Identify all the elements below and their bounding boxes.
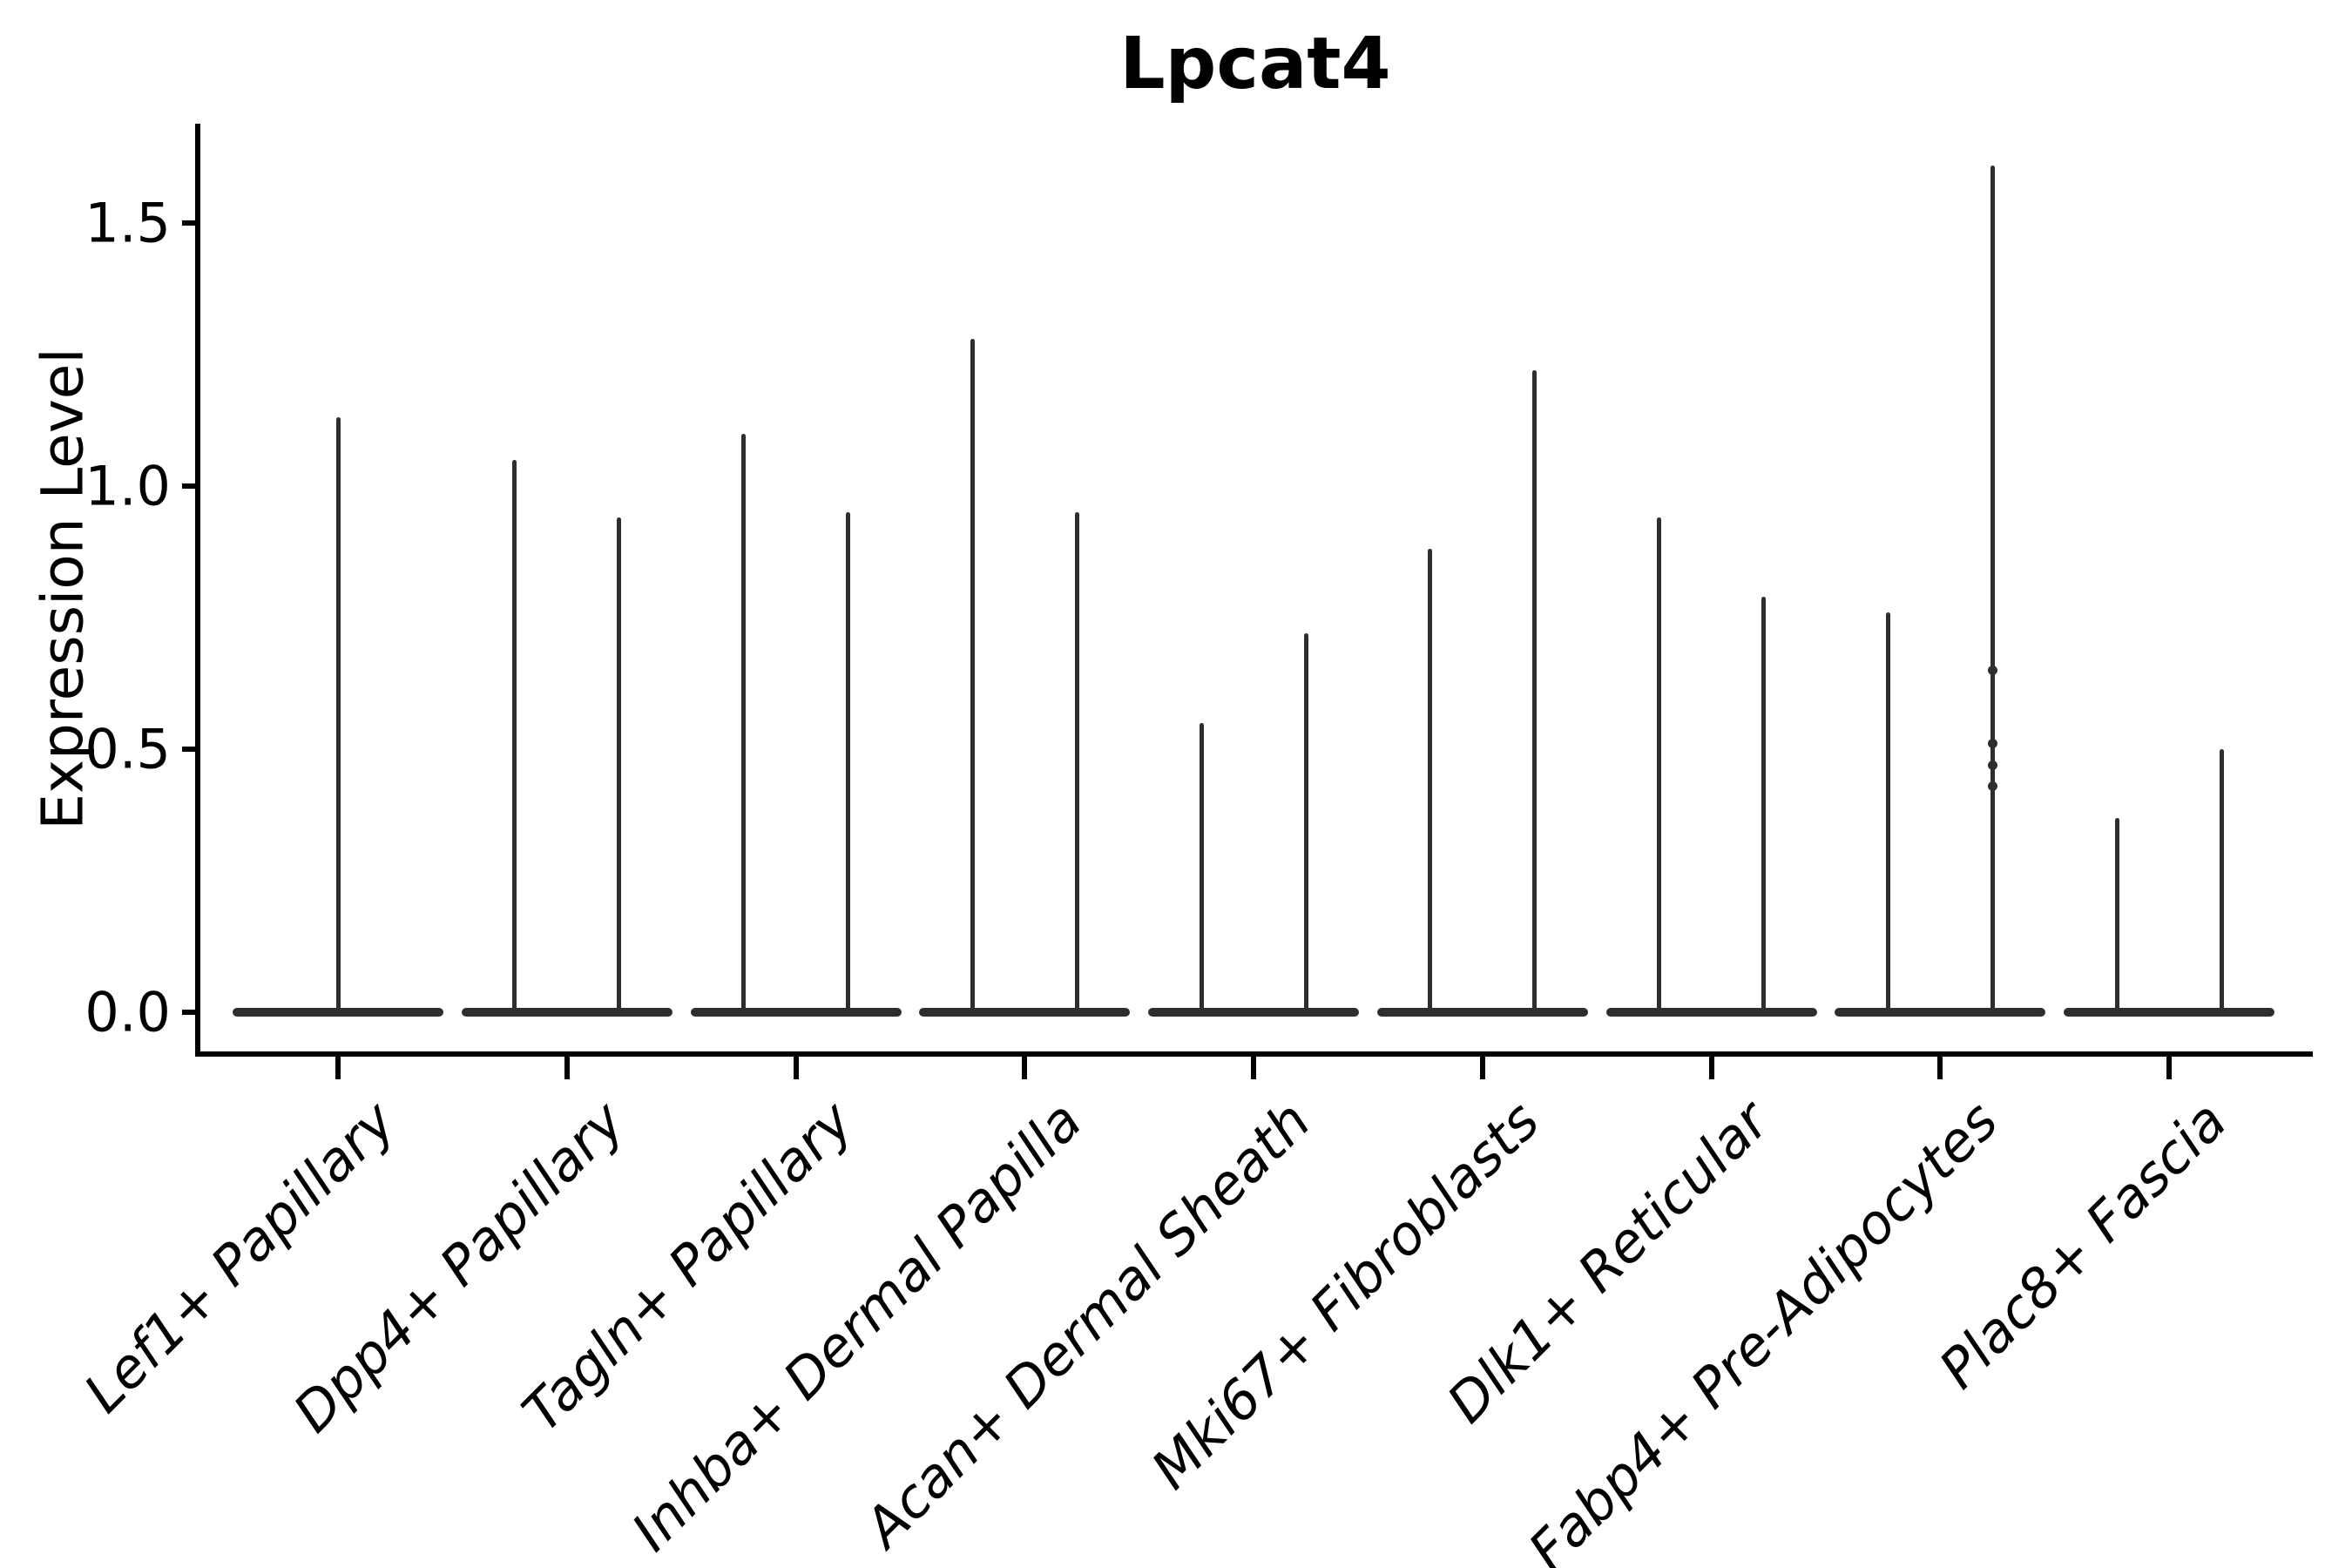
violin-spike [1761,596,1766,1016]
x-tick-mark [564,1057,570,1079]
violin-base [919,1008,1131,1017]
violin-base [2064,1008,2274,1017]
y-tick-label: 1.0 [84,454,171,518]
y-tick-mark [182,483,198,489]
violin-spike [1199,722,1204,1016]
x-tick-label: Mki67+ Fibroblasts [1139,1089,1552,1502]
x-tick-mark [1022,1057,1028,1079]
violin-base [1605,1008,1817,1017]
y-tick-mark [182,1010,198,1015]
x-axis-spine [195,1051,2313,1057]
violin-base [1376,1008,1588,1017]
violin-spike [1657,517,1661,1016]
chart-title: Lpcat4 [1119,23,1391,105]
violin-spike [512,459,517,1016]
y-tick-label: 0.0 [84,980,171,1044]
violin-density-dot [1987,739,1997,749]
violin-spike [1428,549,1433,1016]
x-tick-mark [1708,1057,1714,1079]
violin-spike [846,512,850,1016]
x-tick-mark [1251,1057,1256,1079]
violin-spike [970,338,975,1016]
y-tick-label: 0.5 [84,717,171,781]
violin-density-dot [1987,781,1997,791]
violin-spike [741,433,746,1016]
violin-base [690,1008,902,1017]
violin-spike [335,417,341,1016]
x-tick-mark [2166,1057,2172,1079]
violin-density-dot [1987,665,1997,675]
violin-base [1835,1008,2046,1017]
violin-density-dot [1987,760,1997,770]
violin-base [461,1008,672,1017]
violin-base [1148,1008,1359,1017]
violin-spike [1885,612,1890,1016]
x-tick-mark [793,1057,799,1079]
violin-spike [2114,817,2119,1016]
y-tick-mark [182,747,198,752]
x-tick-label: Inhba+ Dermal Papilla [619,1089,1094,1564]
x-tick-label: Acan+ Dermal Sheath [852,1089,1323,1559]
violin-spike [1532,370,1538,1016]
y-axis-spine [195,124,200,1057]
x-tick-mark [335,1057,341,1079]
x-tick-label: Fabp4+ Pre-Adipocytes [1515,1089,2010,1568]
violin-spike [1303,633,1308,1016]
violin-spike [617,517,622,1016]
violin-spike [1074,512,1079,1016]
x-tick-mark [1937,1057,1943,1079]
y-tick-label: 1.5 [84,191,171,255]
y-tick-mark [182,220,198,226]
x-tick-mark [1479,1057,1485,1079]
violin-spike [2219,749,2224,1016]
violin-spike [1990,165,1995,1016]
